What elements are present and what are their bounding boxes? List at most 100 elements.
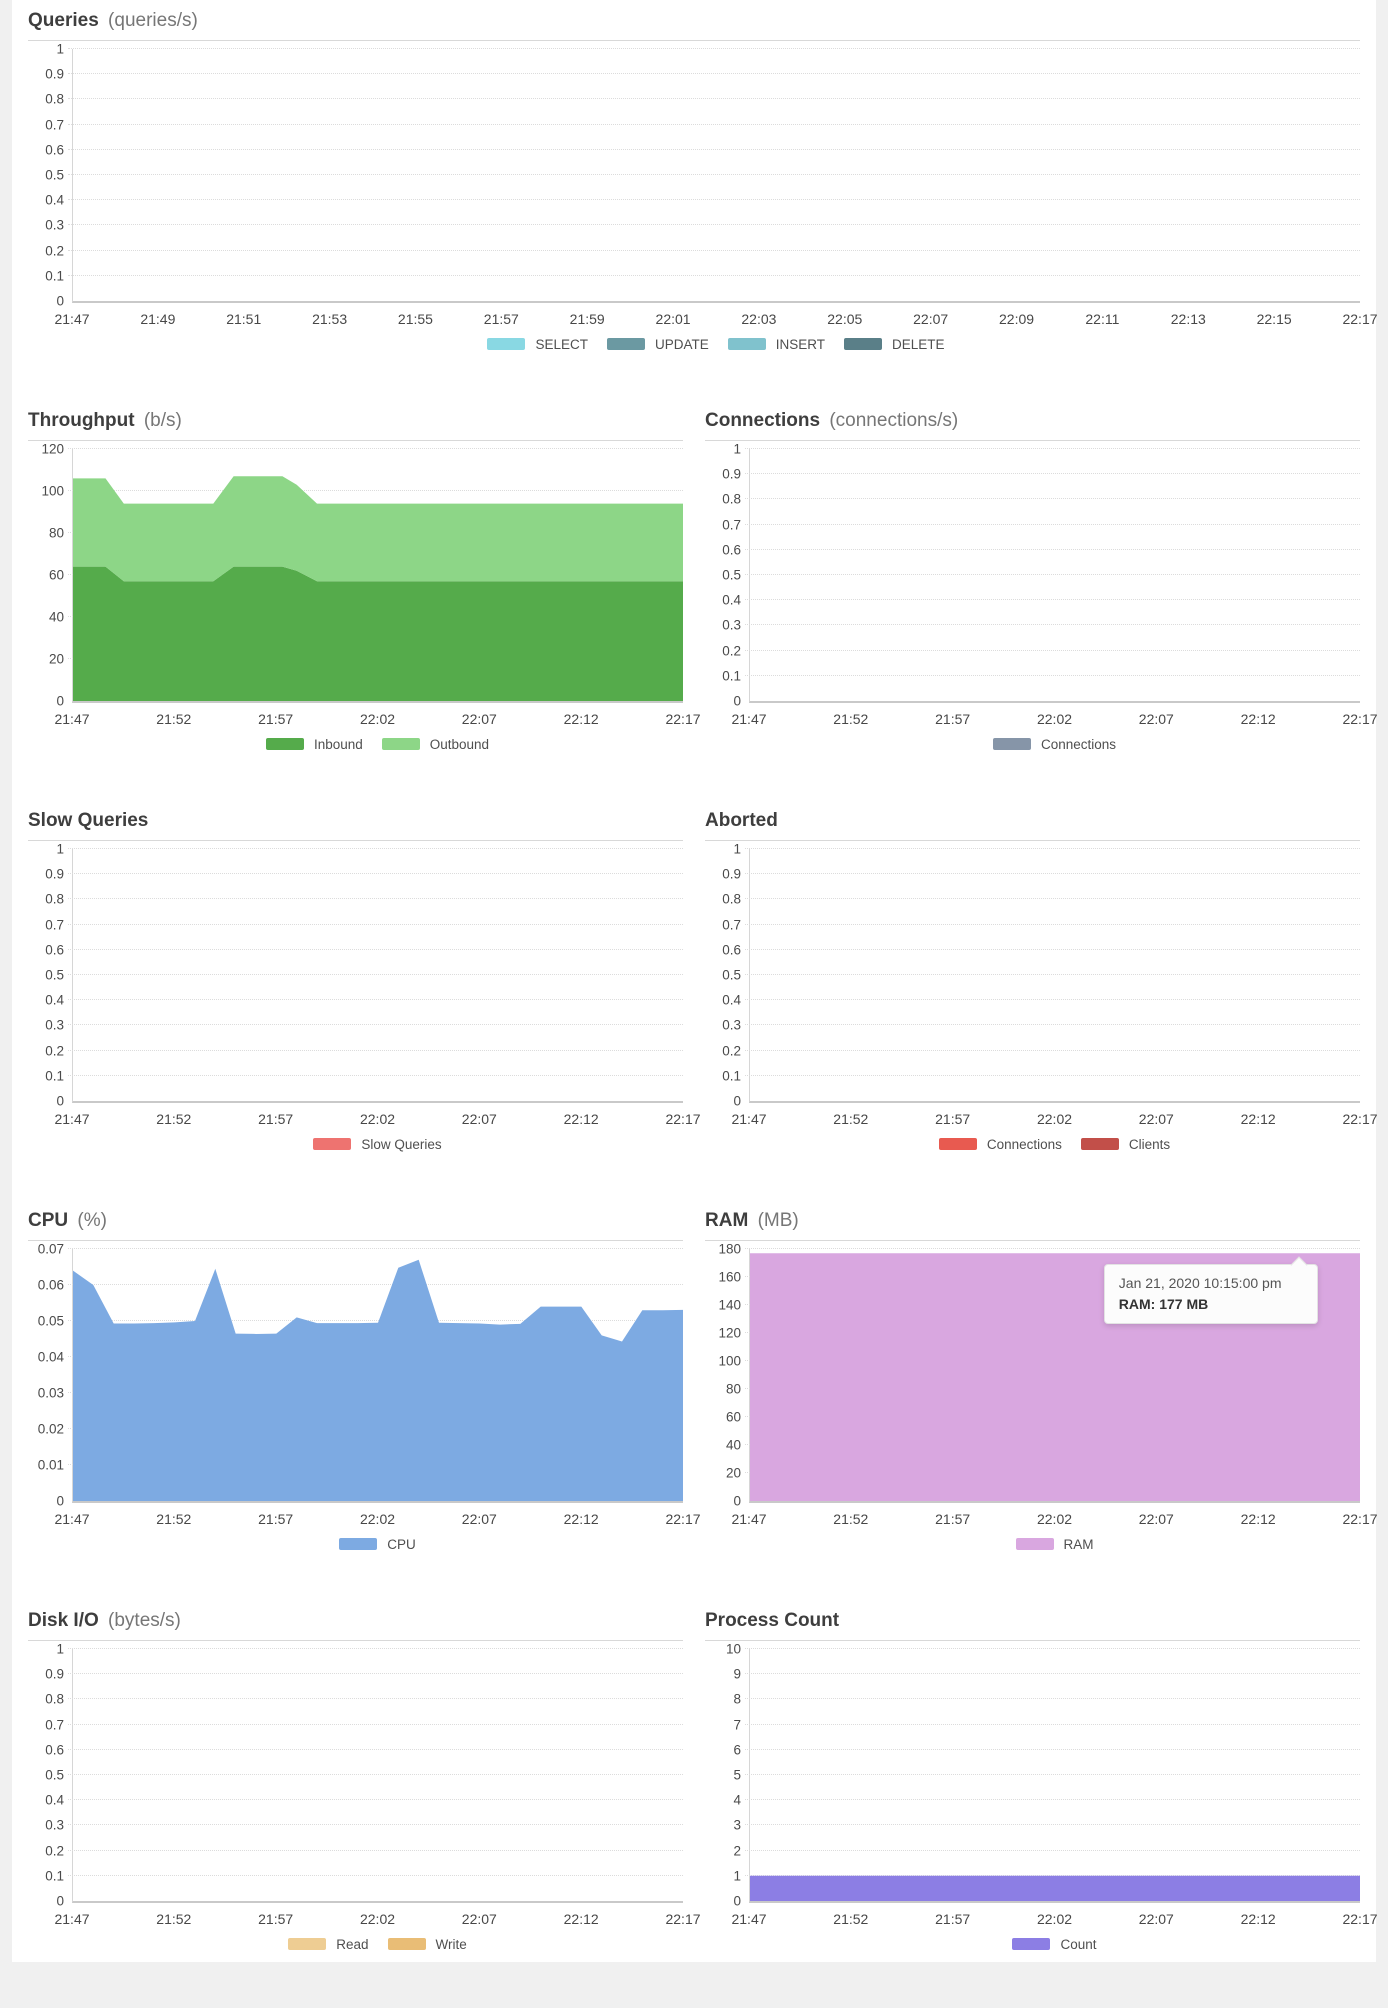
legend-label: DELETE (892, 336, 945, 352)
queries-plot-area[interactable]: 0 0.1 0.2 0.3 0.4 0.5 0.6 0.7 0.8 0.9 1 (45, 42, 1360, 309)
gridline (745, 923, 1360, 925)
throughput-plot-area[interactable]: 0 20 40 60 80 100 120 (41, 442, 683, 709)
chart-title-text: Aborted (705, 810, 778, 831)
x-tick-label: 21:47 (54, 1911, 90, 1927)
chart-card-connections: Connections (connections/s) 0 0.1 0.2 0.3 0.… (705, 408, 1378, 753)
legend-item-insert[interactable]: INSERT (727, 337, 825, 352)
aborted-chart: 0 0.1 0.2 0.3 0.4 0.5 0.6 0.7 0.8 0.9 1 21:47 21:52… (722, 842, 1377, 1153)
gridline (68, 1748, 683, 1750)
gridline (745, 523, 1360, 525)
x-tick-label: 22:12 (1240, 1111, 1276, 1127)
x-tick-label: 22:02 (359, 711, 396, 727)
disk-io-legend: Read Write (72, 1935, 683, 1953)
title-divider (28, 1240, 683, 1241)
y-tick-label: 0.6 (45, 1742, 64, 1758)
y-tick-label: 0 (733, 1493, 741, 1509)
gridline (68, 73, 1360, 75)
gridline (745, 1074, 1360, 1076)
x-tick-label: 21:52 (156, 1911, 192, 1927)
legend-item-slow-queries[interactable]: Slow Queries (313, 1136, 442, 1152)
y-tick-label: 0.3 (722, 1017, 741, 1033)
queries-legend: SELECT UPDATE INSERT DELETE (72, 335, 1360, 353)
y-tick-label: 0.4 (722, 592, 741, 608)
throughput-legend: Inbound Outbound (72, 735, 683, 753)
legend-item-delete[interactable]: DELETE (844, 337, 945, 352)
x-tick-label: 22:12 (1240, 1911, 1276, 1927)
legend-item-connections[interactable]: Connections (992, 737, 1116, 752)
connections-plot-area[interactable]: 0 0.1 0.2 0.3 0.4 0.5 0.6 0.7 0.8 0.9 1 (722, 442, 1360, 709)
y-tick-label: 0.6 (45, 942, 64, 958)
cpu-plot-area[interactable]: 0 0.01 0.02 0.03 0.04 0.05 0.06 0.07 (38, 1242, 683, 1509)
x-tick-label: 21:52 (156, 711, 192, 727)
gridline (68, 249, 1360, 251)
chart-title-text: Queries (28, 10, 99, 31)
y-tick-label: 3 (733, 1817, 741, 1833)
gridline (68, 1049, 683, 1051)
legend-label: Slow Queries (361, 1136, 442, 1152)
disk-io-plot-area[interactable]: 0 0.1 0.2 0.3 0.4 0.5 0.6 0.7 0.8 0.9 1 (45, 1642, 683, 1909)
y-tick-label: 80 (48, 525, 64, 541)
legend-swatch (938, 1138, 977, 1150)
legend-item-write[interactable]: Write (387, 1937, 467, 1952)
y-tick-label: 0.4 (45, 192, 64, 208)
gridline (68, 1849, 683, 1851)
y-tick-label: 0.7 (722, 517, 741, 533)
y-tick-label: 0.7 (45, 1717, 64, 1733)
legend-item-read[interactable]: Read (288, 1937, 369, 1952)
chart-title-queries: Queries (queries/s) (28, 8, 1360, 34)
process-count-plot-area[interactable]: 0 1 2 3 4 5 6 7 8 9 10 (726, 1642, 1360, 1909)
x-tick-label: 21:52 (156, 1511, 192, 1527)
x-tick-label: 22:12 (563, 1911, 599, 1927)
legend-item-update[interactable]: UPDATE (606, 337, 709, 352)
legend-item-ram[interactable]: RAM (1015, 1537, 1094, 1552)
x-tick-label: 22:02 (1036, 711, 1073, 727)
chart-card-slow-queries: Slow Queries 0 0.1 0.2 0.3 0.4 0.5 0.6 0.7 0.8 0.… (28, 808, 701, 1153)
x-tick-label: 22:17 (665, 711, 701, 727)
y-tick-label: 0.06 (37, 1277, 64, 1293)
y-tick-label: 0.7 (45, 117, 64, 133)
x-tick-label: 21:52 (833, 1911, 869, 1927)
aborted-plot-area[interactable]: 0 0.1 0.2 0.3 0.4 0.5 0.6 0.7 0.8 0.9 1 (722, 842, 1360, 1109)
y-tick-label: 0.6 (722, 542, 741, 558)
series-area-outbound (73, 476, 683, 582)
row-slowqueries-aborted: Slow Queries 0 0.1 0.2 0.3 0.4 0.5 0.6 0.7 0.8 0.… (28, 808, 1378, 1208)
gridline (68, 923, 683, 925)
title-divider (705, 1240, 1360, 1241)
x-tick-label: 22:17 (1342, 1911, 1378, 1927)
x-tick-label: 22:02 (359, 1111, 396, 1127)
y-tick-label: 10 (725, 1641, 741, 1657)
legend-swatch (1080, 1138, 1119, 1150)
legend-item-inbound[interactable]: Inbound (265, 737, 363, 752)
legend-item-connections[interactable]: Connections (938, 1137, 1062, 1152)
title-divider (705, 840, 1360, 841)
legend-item-select[interactable]: SELECT (487, 337, 588, 352)
x-tick-label: 22:02 (359, 1911, 396, 1927)
y-tick-label: 0.03 (37, 1385, 64, 1401)
y-tick-label: 0.1 (722, 1068, 741, 1084)
y-tick-label: 1 (733, 441, 741, 457)
gridline (68, 1723, 683, 1725)
gridline (745, 448, 1360, 449)
legend-swatch (387, 1938, 426, 1950)
legend-item-cpu[interactable]: CPU (339, 1537, 416, 1552)
gridline (68, 999, 683, 1001)
ram-plot-area[interactable]: 0 20 40 60 80 100 120 140 160 180 Jan 21, 2020 10:… (718, 1242, 1360, 1509)
chart-card-disk-io: Disk I/O (bytes/s) 0 0.1 0.2 0.3 0.4 0.5 0.6 0.… (28, 1608, 701, 1953)
chart-area-svg (750, 1875, 1360, 1901)
gridline (745, 674, 1360, 676)
y-tick-label: 0.02 (37, 1421, 64, 1437)
x-tick-label: 22:07 (1138, 1511, 1174, 1527)
chart-title-text: Connections (705, 410, 821, 431)
legend-item-outbound[interactable]: Outbound (381, 737, 489, 752)
tooltip-value: RAM: 177 MB (1118, 1296, 1209, 1312)
tooltip-timestamp: Jan 21, 2020 10:15:00 pm (1118, 1275, 1282, 1291)
gridline (745, 548, 1360, 550)
legend-label: CPU (387, 1536, 416, 1552)
y-tick-label: 0 (56, 693, 64, 709)
x-tick-label: 22:17 (1342, 1111, 1378, 1127)
gridline (745, 974, 1360, 975)
legend-item-clients[interactable]: Clients (1080, 1137, 1170, 1152)
legend-item-count[interactable]: Count (1012, 1937, 1097, 1952)
slow-queries-plot-area[interactable]: 0 0.1 0.2 0.3 0.4 0.5 0.6 0.7 0.8 0.9 1 (45, 842, 683, 1109)
y-tick-label: 0.2 (45, 243, 64, 259)
